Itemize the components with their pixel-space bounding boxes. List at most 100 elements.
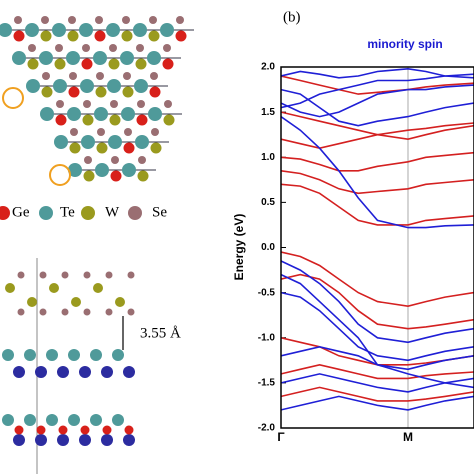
atom (35, 434, 47, 446)
atom (17, 308, 25, 316)
band (281, 67, 474, 79)
atom (115, 297, 125, 307)
atom (13, 366, 25, 378)
atom (135, 58, 147, 70)
atom (24, 349, 36, 361)
legend-label: W (105, 204, 120, 220)
band (281, 183, 474, 226)
atom (52, 23, 66, 37)
band (281, 88, 474, 127)
panel-label: (b) (283, 9, 301, 25)
atom (102, 425, 112, 435)
legend-atom (81, 206, 95, 220)
atom (54, 58, 66, 70)
atom (79, 23, 93, 37)
atom (69, 142, 81, 154)
atom (137, 170, 149, 182)
atom (13, 30, 25, 42)
atom (69, 72, 77, 80)
atom (82, 114, 94, 126)
legend-atom (39, 206, 53, 220)
atom (5, 283, 15, 293)
atom (39, 308, 47, 316)
atom (41, 16, 49, 24)
band (281, 170, 474, 195)
atom (123, 142, 135, 154)
atom (14, 16, 22, 24)
atom (0, 23, 12, 37)
atom (26, 79, 40, 93)
y-tick-label: 1.5 (261, 107, 275, 118)
atom (137, 100, 145, 108)
atom (61, 271, 69, 279)
marker (2, 87, 24, 109)
legend-label: Ge (12, 204, 30, 220)
atom (46, 414, 58, 426)
atom (41, 86, 53, 98)
atom (68, 349, 80, 361)
atom (68, 16, 76, 24)
atom (163, 114, 175, 126)
y-tick-label: 1.0 (261, 152, 275, 163)
band (281, 337, 474, 366)
band (281, 345, 474, 371)
atom (93, 283, 103, 293)
atom (40, 30, 52, 42)
atom (109, 44, 117, 52)
y-tick-label: 2.0 (261, 62, 275, 73)
atom (25, 23, 39, 37)
atom (36, 425, 46, 435)
atom (138, 156, 146, 164)
atom (57, 434, 69, 446)
atom (79, 434, 91, 446)
atom (80, 79, 94, 93)
band (281, 395, 474, 411)
atom (83, 271, 91, 279)
atom (151, 128, 159, 136)
atom (90, 349, 102, 361)
atom (93, 51, 107, 65)
atom (2, 414, 14, 426)
plot-frame (280, 66, 474, 429)
atom (66, 51, 80, 65)
atom (121, 30, 133, 42)
atom (80, 425, 90, 435)
atom (39, 51, 53, 65)
band (281, 75, 474, 95)
atom (175, 30, 187, 42)
band (281, 251, 474, 308)
legend-atom (128, 206, 142, 220)
atom (82, 44, 90, 52)
atom (61, 308, 69, 316)
y-tick-label: -0.5 (258, 287, 276, 298)
atom (107, 79, 121, 93)
atom (149, 16, 157, 24)
atom (111, 156, 119, 164)
atom (134, 79, 148, 93)
distance-label: 3.55 Å (140, 325, 181, 341)
atom (24, 414, 36, 426)
atom (53, 79, 67, 93)
band (281, 122, 474, 150)
atom (79, 366, 91, 378)
atom (95, 16, 103, 24)
atom (57, 366, 69, 378)
atom (149, 86, 161, 98)
atom (81, 58, 93, 70)
y-tick-label: 0.5 (261, 197, 275, 208)
atom (94, 107, 108, 121)
y-tick-label: 0.0 (261, 242, 275, 253)
atom (97, 128, 105, 136)
atom (101, 366, 113, 378)
atom (95, 163, 109, 177)
atom (108, 135, 122, 149)
atom (150, 72, 158, 80)
atom (83, 308, 91, 316)
y-tick-label: -1.0 (258, 332, 276, 343)
atom (67, 107, 81, 121)
annotation: minority spin (367, 37, 442, 51)
atom (121, 107, 135, 121)
x-tick-label: Γ (277, 430, 285, 444)
atom (127, 271, 135, 279)
